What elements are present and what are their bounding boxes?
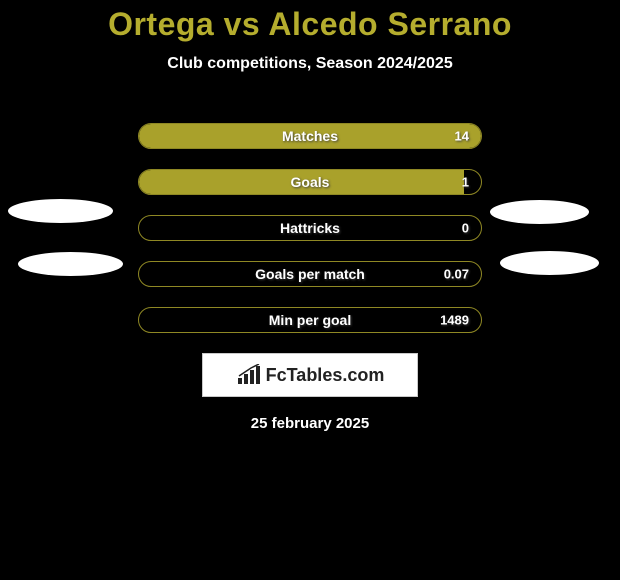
- stat-bars: Matches 14 Goals 1 Hattricks 0 Goals per match…: [138, 123, 482, 333]
- stat-bar-value: 0: [462, 221, 469, 236]
- stat-bar: Matches 14: [138, 123, 482, 149]
- decorative-ellipse: [18, 252, 123, 276]
- stat-bar-value: 14: [455, 129, 469, 144]
- decorative-ellipse: [500, 251, 599, 275]
- date: 25 february 2025: [0, 415, 620, 432]
- decorative-ellipse: [8, 199, 113, 223]
- subtitle: Club competitions, Season 2024/2025: [0, 55, 620, 73]
- decorative-ellipse: [490, 200, 589, 224]
- stat-bar-label: Hattricks: [280, 220, 340, 236]
- stat-bar-label: Goals per match: [255, 266, 365, 282]
- stat-bar: Goals per match 0.07: [138, 261, 482, 287]
- page-title: Ortega vs Alcedo Serrano: [0, 0, 620, 43]
- fctables-logo: FcTables.com: [202, 353, 418, 397]
- stat-bar-label: Min per goal: [269, 312, 351, 328]
- stat-bar: Goals 1: [138, 169, 482, 195]
- logo-text: FcTables.com: [266, 365, 385, 386]
- stat-bar: Hattricks 0: [138, 215, 482, 241]
- stat-bar-label: Goals: [291, 174, 330, 190]
- stat-bar-value: 0.07: [444, 267, 469, 282]
- stat-bar-label: Matches: [282, 128, 338, 144]
- stat-bar-value: 1489: [440, 313, 469, 328]
- stat-bar-value: 1: [462, 175, 469, 190]
- stat-bar: Min per goal 1489: [138, 307, 482, 333]
- bars-icon: [236, 364, 262, 386]
